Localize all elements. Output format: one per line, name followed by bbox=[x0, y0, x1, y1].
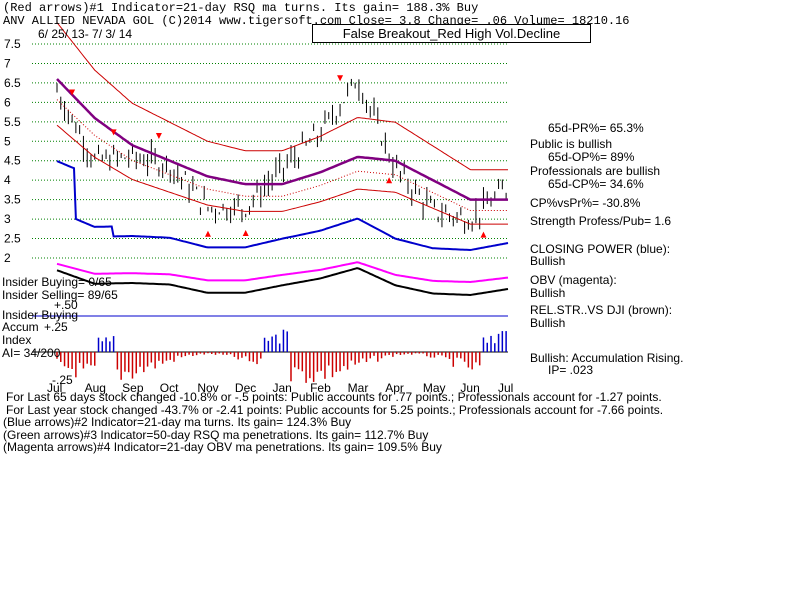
accum-label: Accum bbox=[2, 320, 39, 334]
stat-closing-power-val: Bullish bbox=[530, 254, 566, 268]
footer-line-4: (Green arrows)#3 Indicator=50-day RSQ ma… bbox=[3, 428, 429, 442]
x-tick-label: Jul bbox=[498, 381, 513, 395]
upper-band-line bbox=[56, 22, 508, 171]
signal-arrow bbox=[155, 133, 162, 140]
stat-obv-val: Bullish bbox=[530, 286, 566, 300]
y-tick-label: 3 bbox=[4, 212, 11, 226]
stat-op: 65d-OP%= 89% bbox=[548, 150, 635, 164]
signal-arrow bbox=[386, 177, 393, 184]
stat-obv: OBV (magenta): bbox=[530, 273, 617, 287]
stat-accum: Bullish: Accumulation Rising. bbox=[530, 351, 684, 365]
x-tick-label: Nov bbox=[197, 381, 218, 395]
x-tick-label: Jan bbox=[273, 381, 292, 395]
x-tick-label: Jul bbox=[47, 381, 62, 395]
signal-arrow bbox=[242, 229, 249, 236]
signal-arrow bbox=[480, 231, 487, 238]
stat-closing-power: CLOSING POWER (blue): bbox=[530, 242, 671, 256]
accumulation-index bbox=[32, 329, 508, 383]
accum-plus50-label: +.50 bbox=[54, 298, 78, 312]
y-tick-label: 2 bbox=[4, 251, 11, 265]
stat-relstr-val: Bullish bbox=[530, 316, 566, 330]
footer-line-3: (Blue arrows)#2 Indicator=21-day ma turn… bbox=[3, 415, 352, 429]
x-tick-label: Apr bbox=[385, 381, 404, 395]
obv-line bbox=[56, 261, 509, 284]
purple-ma-line bbox=[56, 78, 508, 201]
y-tick-label: 6 bbox=[4, 95, 11, 109]
footer-line-2: For Last year stock changed -43.7% or -2… bbox=[6, 403, 664, 417]
indicator-line-red: (Red arrows)#1 Indicator=21-day RSQ ma t… bbox=[3, 1, 479, 15]
footer-line-5: (Magenta arrows)#4 Indicator=21-day OBV … bbox=[3, 440, 442, 454]
stat-strength: Strength Profess/Pub= 1.6 bbox=[530, 214, 672, 228]
insider-selling-label: Insider Selling= 89/65 bbox=[2, 288, 118, 302]
x-tick-label: Jun bbox=[460, 381, 479, 395]
signal-arrows bbox=[69, 75, 487, 238]
accum-plus-label: +.25 bbox=[44, 320, 68, 334]
y-tick-label: 7 bbox=[4, 56, 11, 70]
indicator-lines bbox=[32, 22, 509, 317]
y-tick-label: 5 bbox=[4, 134, 11, 148]
signal-arrow bbox=[204, 230, 211, 237]
chart-title-box: False Breakout_Red High Vol.Decline bbox=[312, 24, 591, 43]
x-tick-label: May bbox=[423, 381, 446, 395]
y-tick-label: 5.5 bbox=[4, 115, 21, 129]
y-tick-label: 4.5 bbox=[4, 154, 21, 168]
signal-arrow bbox=[337, 75, 344, 82]
x-tick-label: Dec bbox=[235, 381, 256, 395]
y-tick-label: 2.5 bbox=[4, 232, 21, 246]
x-tick-label: Mar bbox=[348, 381, 369, 395]
dotted-ma-line bbox=[56, 99, 508, 211]
x-tick-label: Sep bbox=[122, 381, 144, 395]
insider-buying-label: Insider Buying= 0/65 bbox=[2, 275, 112, 289]
x-tick-label: Oct bbox=[160, 381, 179, 395]
signal-arrow bbox=[110, 129, 117, 136]
closing-power-line bbox=[56, 160, 509, 252]
stat-relstr: REL.STR..VS DJI (brown): bbox=[530, 303, 673, 317]
y-tick-label: 6.5 bbox=[4, 76, 21, 90]
lower-band-line bbox=[56, 124, 508, 225]
price-grid bbox=[32, 43, 508, 259]
stat-cpvspr: CP%vsPr%= -30.8% bbox=[530, 196, 641, 210]
stat-public: Public is bullish bbox=[530, 137, 613, 151]
ai-label: AI= 34/200 bbox=[2, 346, 61, 360]
month-axis: Jul Aug Sep Oct Nov Dec Jan Feb Mar Apr May Jun Jul bbox=[47, 381, 513, 395]
date-range: 6/ 25/ 13- 7/ 3/ 14 bbox=[38, 27, 133, 41]
signal-arrow bbox=[69, 89, 76, 96]
y-tick-label: 7.5 bbox=[4, 37, 21, 51]
stat-professionals: Professionals are bullish bbox=[530, 164, 661, 178]
x-tick-label: Feb bbox=[310, 381, 331, 395]
accum-minus-label: -.25 bbox=[52, 373, 73, 387]
y-tick-label: 4 bbox=[4, 173, 11, 187]
insider-buying-line-label: Insider Buying bbox=[2, 308, 79, 322]
index-label: Index bbox=[2, 333, 32, 347]
footer-line-1: For Last 65 days stock changed -10.8% or… bbox=[6, 390, 662, 404]
rel-str-line bbox=[56, 267, 509, 297]
x-tick-label: Aug bbox=[85, 381, 106, 395]
stat-pr: 65d-PR%= 65.3% bbox=[548, 121, 644, 135]
y-tick-label: 3.5 bbox=[4, 193, 21, 207]
stat-cp: 65d-CP%= 34.6% bbox=[548, 177, 644, 191]
price-y-axis: 2 2.5 3 3.5 4 4.5 5 5.5 6 6.5 7 7.5 bbox=[4, 37, 21, 265]
stat-ip: IP= .023 bbox=[548, 363, 594, 377]
